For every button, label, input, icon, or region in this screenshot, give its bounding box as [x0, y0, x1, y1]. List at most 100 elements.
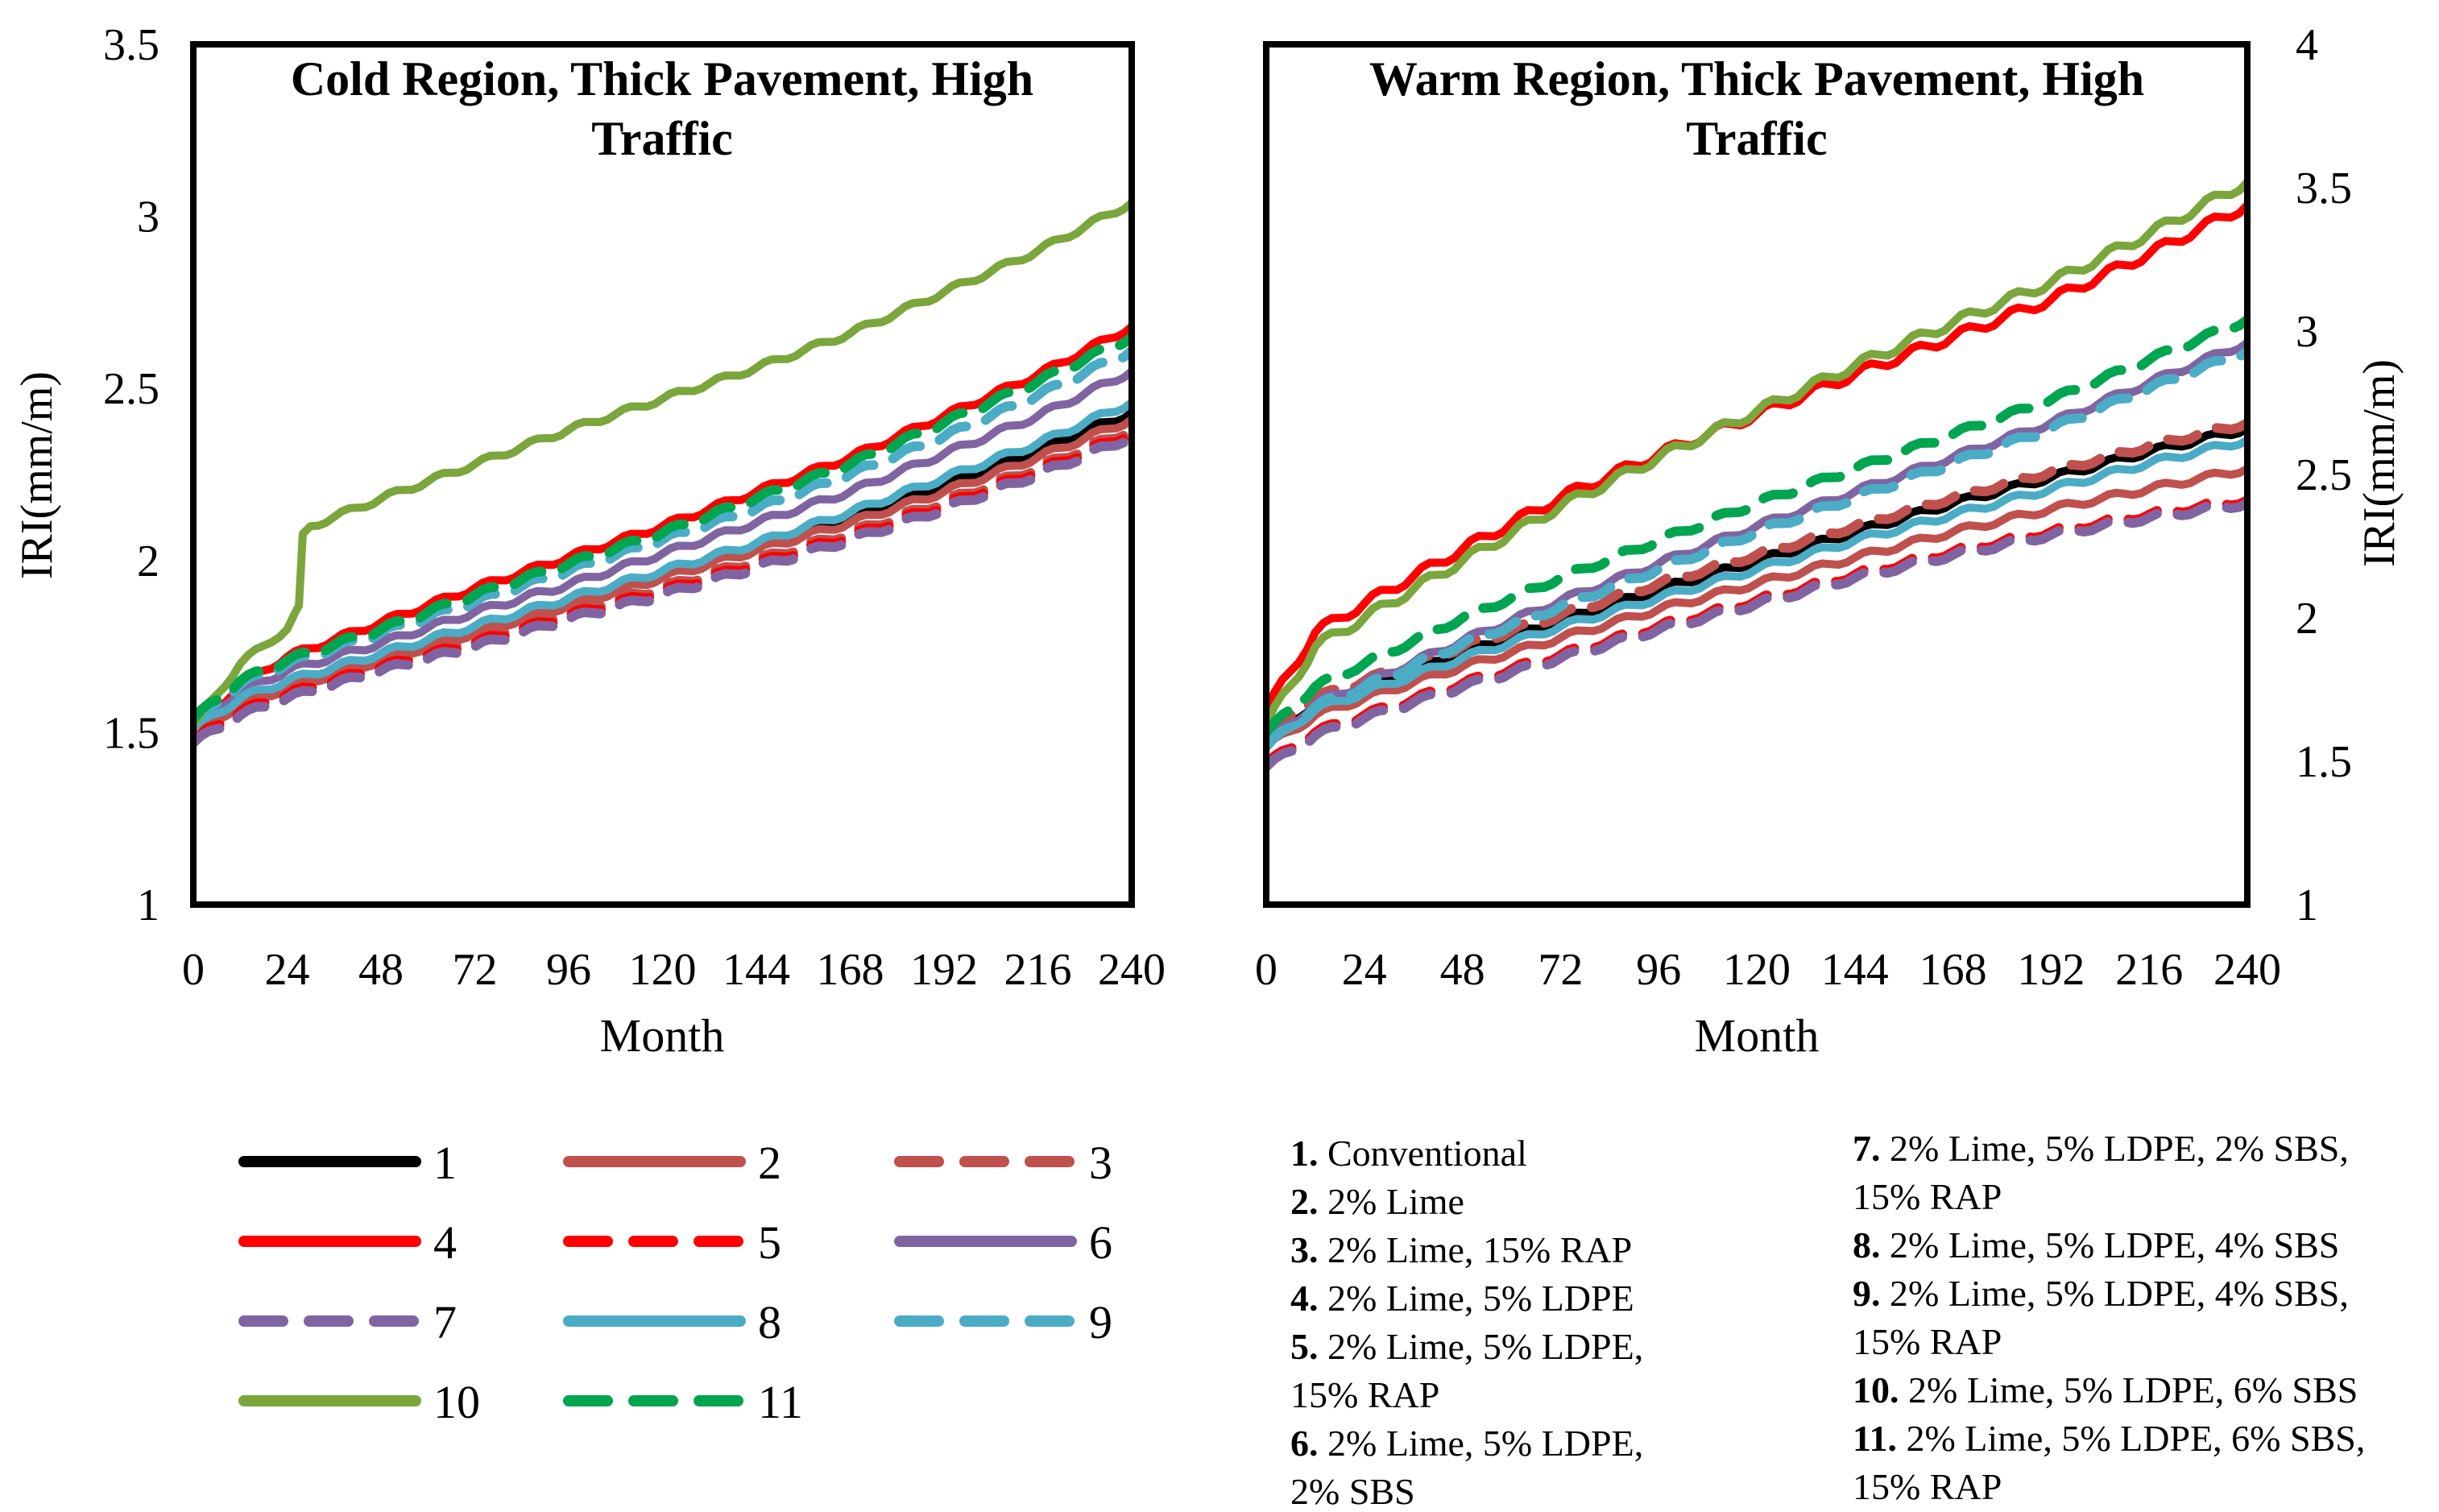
warm-y-tick-label: 2: [2296, 594, 2318, 644]
warm-chart-title-line1: Warm Region, Thick Pavement, High: [1369, 52, 2144, 106]
warm-x-tick-label: 48: [1440, 945, 1485, 995]
cold-y-tick-label: 3.5: [103, 20, 159, 70]
cold-series-10-line: [193, 198, 1132, 730]
legend-desc-number: 3.: [1290, 1229, 1319, 1270]
cold-y-tick-label: 2: [137, 536, 159, 586]
cold-y-tick-label: 3: [137, 193, 159, 242]
warm-x-tick-label: 240: [2213, 945, 2281, 995]
warm-series-group: [1266, 177, 2247, 773]
legend-desc-number: 7.: [1853, 1128, 1881, 1169]
legend-desc-line-right: 10. 2% Lime, 5% LDPE, 6% SBS: [1853, 1369, 2358, 1411]
cold-plot-frame: [190, 41, 1135, 908]
cold-x-tick-label: 240: [1098, 945, 1166, 995]
warm-series-7-line: [1266, 498, 2247, 773]
legend-desc-line-left: 6. 2% Lime, 5% LDPE,: [1290, 1423, 1644, 1464]
legend-desc-line-left: 2. 2% Lime: [1290, 1181, 1464, 1222]
warm-y-tick-label: 4: [2296, 20, 2318, 70]
cold-x-tick-label: 48: [358, 945, 404, 995]
legend-desc-line-left: 2% SBS: [1290, 1471, 1415, 1512]
legend-desc-number: 4.: [1290, 1278, 1319, 1319]
legend-item-label-3: 3: [1089, 1137, 1112, 1189]
legend-desc-number: 9.: [1853, 1273, 1881, 1314]
warm-y-tick-label: 3: [2296, 307, 2318, 357]
warm-x-tick-label: 120: [1723, 945, 1791, 995]
warm-series-8-line: [1266, 436, 2247, 748]
legend-desc-line-left: 1. Conventional: [1290, 1133, 1527, 1174]
cold-y-tick-label: 2.5: [103, 364, 159, 414]
cold-x-tick-label: 96: [546, 945, 591, 995]
legend-desc-number: 1.: [1290, 1133, 1319, 1174]
cold-series-group: [193, 198, 1132, 748]
legend-item-label-5: 5: [758, 1216, 781, 1269]
legend-desc-line-left: 15% RAP: [1290, 1374, 1440, 1415]
warm-x-tick-label: 192: [2017, 945, 2085, 995]
warm-x-axis-title: Month: [1695, 1009, 1820, 1062]
cold-series-6-line: [193, 367, 1132, 730]
cold-y-axis-title: IRI(mm/m): [12, 371, 62, 579]
warm-x-tick-label: 216: [2115, 945, 2183, 995]
warm-plot-frame: [1263, 41, 2251, 908]
warm-x-tick-label: 96: [1636, 945, 1681, 995]
cold-y-tick-label: 1.5: [103, 708, 159, 758]
legend-desc-line-left: 5. 2% Lime, 5% LDPE,: [1290, 1326, 1644, 1367]
warm-chart: Warm Region, Thick Pavement, High Traffic…: [1255, 20, 2404, 1062]
cold-y-tick-label: 1: [137, 880, 159, 930]
cold-chart-title-line2: Traffic: [591, 112, 732, 165]
legend-desc-number: 6.: [1290, 1423, 1319, 1464]
warm-series-10-line: [1266, 177, 2247, 728]
legend-item-label-10: 10: [433, 1376, 480, 1428]
cold-x-tick-label: 192: [910, 945, 978, 995]
legend-desc-number: 10.: [1853, 1369, 1899, 1411]
cold-x-tick-label: 216: [1004, 945, 1072, 995]
warm-series-9-line: [1266, 346, 2247, 752]
warm-y-tick-label: 1: [2296, 880, 2318, 930]
cold-series-8-line: [193, 398, 1132, 734]
cold-x-tick-label: 120: [629, 945, 697, 995]
legend-description-left: 1. Conventional 2. 2% Lime 3. 2% Lime, 15%…: [1290, 1129, 1643, 1512]
legend-desc-number: 11.: [1853, 1418, 1897, 1459]
cold-chart-title-line1: Cold Region, Thick Pavement, High: [291, 52, 1033, 106]
legend-desc-line-right: 15% RAP: [1853, 1321, 2002, 1362]
warm-series-2-line: [1266, 464, 2247, 752]
warm-y-tick-label: 1.5: [2296, 737, 2352, 787]
series-legend: 1 2 3 4 5 6 7 8 9 10 11: [238, 1137, 1112, 1428]
warm-x-tick-label: 168: [1919, 945, 1987, 995]
warm-y-tick-label: 2.5: [2296, 450, 2352, 500]
warm-chart-title-line2: Traffic: [1686, 112, 1827, 165]
cold-x-tick-label: 168: [817, 945, 884, 995]
legend-item-label-6: 6: [1089, 1216, 1112, 1269]
cold-x-tick-label: 24: [265, 945, 310, 995]
legend-item-label-2: 2: [758, 1137, 781, 1189]
legend-item-label-8: 8: [758, 1296, 781, 1348]
legend-desc-line-right: 11. 2% Lime, 5% LDPE, 6% SBS,: [1853, 1418, 2366, 1459]
legend-desc-line-right: 15% RAP: [1853, 1176, 2002, 1217]
warm-series-6-line: [1266, 338, 2247, 748]
cold-x-tick-label: 72: [453, 945, 498, 995]
cold-x-tick-label: 144: [723, 945, 790, 995]
legend-desc-number: 5.: [1290, 1326, 1319, 1367]
warm-x-tick-label: 72: [1538, 945, 1583, 995]
cold-x-axis-title: Month: [600, 1009, 725, 1062]
legend-description-right: 7. 2% Lime, 5% LDPE, 2% SBS, 15% RAP 8. 2%…: [1853, 1125, 2365, 1511]
legend-desc-line-left: 4. 2% Lime, 5% LDPE: [1290, 1278, 1634, 1319]
cold-series-11-line: [193, 332, 1132, 724]
warm-x-tick-label: 144: [1821, 945, 1889, 995]
cold-x-tick-label: 0: [182, 945, 205, 995]
warm-y-tick-label: 3.5: [2296, 164, 2352, 213]
legend-item-label-1: 1: [433, 1137, 457, 1189]
warm-x-tick-label: 24: [1342, 945, 1387, 995]
cold-series-7-line: [193, 432, 1132, 748]
legend-desc-number: 2.: [1290, 1181, 1319, 1222]
cold-chart: Cold Region, Thick Pavement, High Traffic…: [12, 20, 1166, 1062]
legend-item-label-7: 7: [433, 1296, 457, 1348]
legend-desc-number: 8.: [1853, 1224, 1881, 1266]
legend-desc-line-right: 9. 2% Lime, 5% LDPE, 4% SBS,: [1853, 1273, 2349, 1314]
legend-desc-line-right: 15% RAP: [1853, 1466, 2002, 1507]
warm-series-1-line: [1266, 425, 2247, 743]
warm-y-axis-title: IRI(mm/m): [2354, 359, 2404, 567]
legend-item-label-11: 11: [758, 1376, 803, 1428]
legend-desc-line-right: 8. 2% Lime, 5% LDPE, 4% SBS: [1853, 1224, 2340, 1266]
legend-desc-line-left: 3. 2% Lime, 15% RAP: [1290, 1229, 1633, 1270]
legend-item-label-4: 4: [433, 1216, 457, 1269]
